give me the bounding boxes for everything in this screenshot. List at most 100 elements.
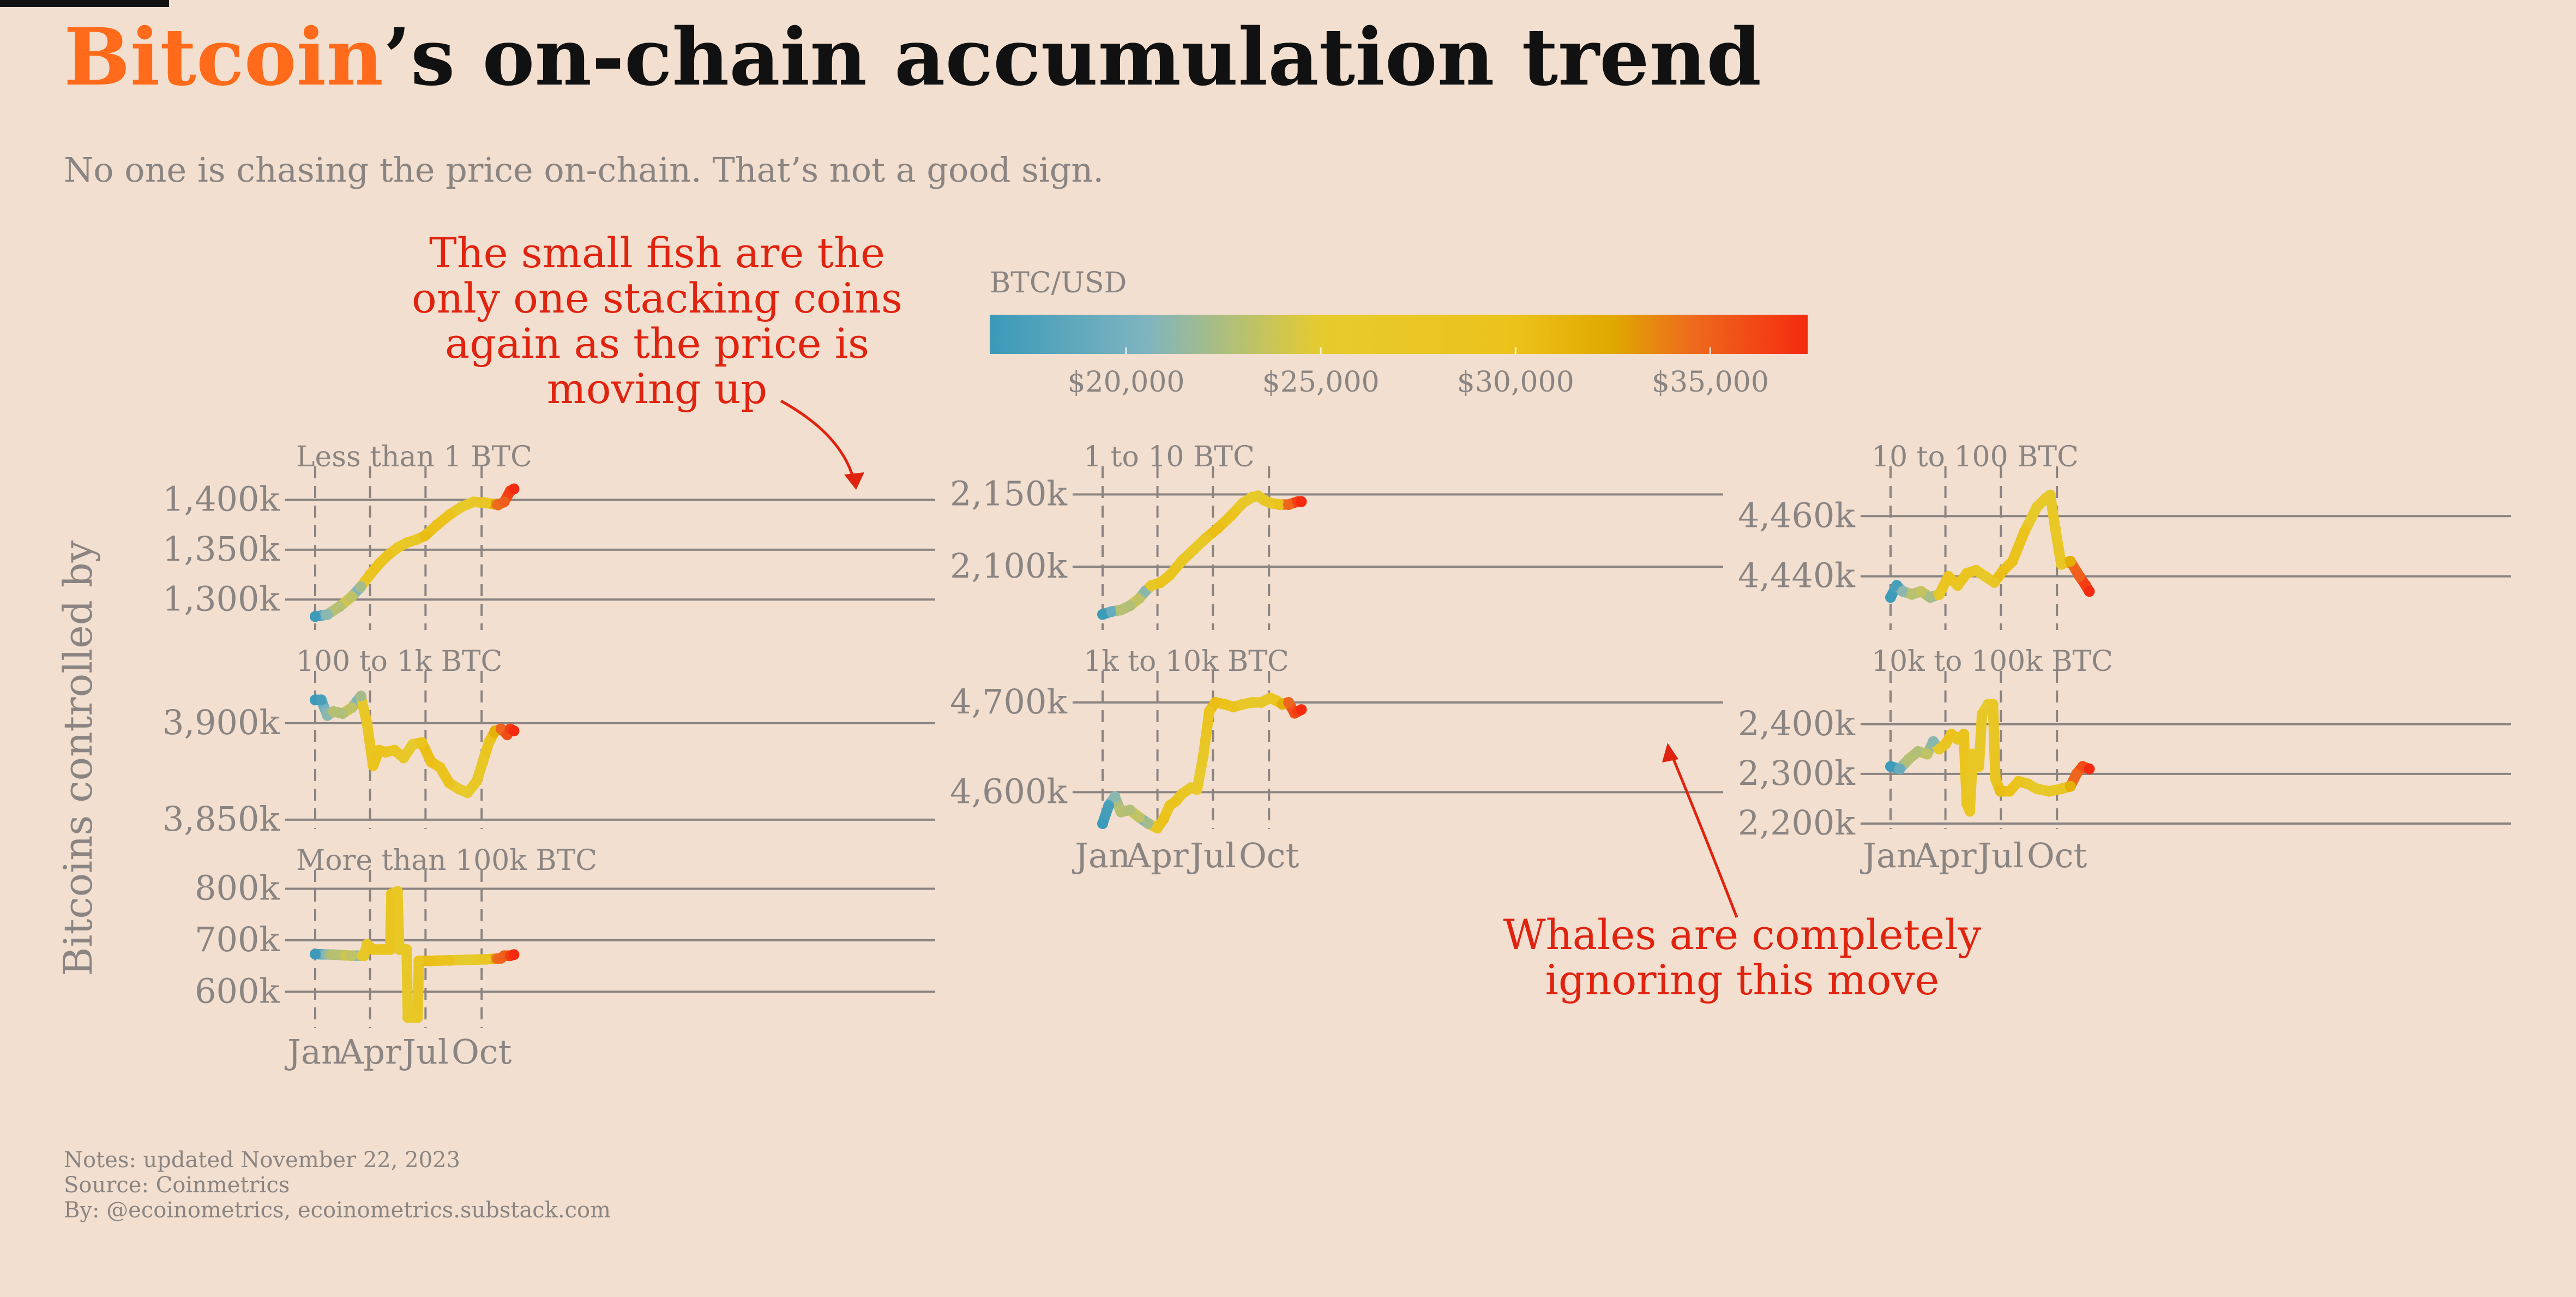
x-tick-label: Apr (339, 1032, 401, 1072)
y-tick-label: 2,300k (1738, 753, 1855, 793)
data-point (1158, 813, 1169, 825)
data-point (1943, 571, 1954, 582)
y-tick-label: 2,400k (1738, 704, 1855, 743)
data-point (1124, 600, 1136, 611)
data-point (346, 702, 358, 713)
panel-title: Less than 1 BTC (296, 441, 532, 473)
data-point (412, 1012, 423, 1023)
data-point (355, 581, 366, 592)
y-tick-label: 2,100k (950, 546, 1067, 586)
x-tick-label: Jul (399, 1032, 449, 1072)
data-point (1940, 738, 1951, 750)
colorbar: BTC/USD $20,000 $25,000 $30,000 $35,000 (990, 267, 1808, 399)
panel: 10 to 100 BTC 4,440k 4,460k (1738, 441, 2511, 630)
title-accent: Bitcoin (64, 11, 384, 103)
data-point (2019, 525, 2030, 537)
panel-title: 100 to 1k BTC (296, 645, 502, 678)
y-tick-label: 4,700k (950, 682, 1067, 722)
x-tick-label: Jan (1859, 836, 1918, 875)
data-point (1296, 704, 1307, 716)
data-point (416, 737, 428, 748)
annotation-small-fish-line: again as the price is (445, 319, 869, 368)
data-point (1255, 696, 1267, 708)
data-point (402, 1012, 413, 1023)
title-rest: ’s on-chain accumulation trend (383, 11, 1762, 103)
data-point (2031, 783, 2043, 795)
data-point (1976, 708, 1988, 720)
y-tick-label: 3,900k (162, 702, 280, 742)
data-point (2043, 785, 2055, 797)
panel-title: 1k to 10k BTC (1084, 645, 1289, 678)
data-point (328, 949, 339, 960)
data-point (1124, 804, 1136, 816)
data-point (1170, 795, 1182, 807)
panel-title: 1 to 10 BTC (1084, 441, 1255, 473)
data-point (1283, 499, 1294, 510)
data-point (1997, 565, 2009, 576)
data-point (1990, 773, 2001, 784)
data-point (431, 519, 443, 531)
x-tick-label: Jul (1187, 836, 1236, 875)
annotation-arrow-whales (1668, 749, 1738, 918)
x-tick-label: Oct (2027, 836, 2087, 875)
data-point (1197, 750, 1209, 762)
colorbar-tick-label: $20,000 (1067, 366, 1184, 399)
data-point (1958, 729, 1970, 740)
data-point (1213, 522, 1224, 533)
panel: 1 to 10 BTC 2,100k 2,150k (950, 441, 1723, 630)
data-point (410, 534, 422, 545)
data-point (2065, 780, 2076, 792)
series-line (1885, 699, 2094, 816)
x-tick-label: Jan (284, 1032, 343, 1072)
footer-by: By: @ecoinometrics, ecoinometrics.substa… (64, 1198, 611, 1223)
data-point (1906, 589, 1918, 600)
colorbar-gradient (990, 315, 1808, 354)
data-point (1115, 806, 1127, 818)
data-point (2056, 783, 2067, 795)
data-point (368, 760, 379, 771)
panels: Less than 1 BTC 1,300k 1,350k 1,400k 1 to 10… (162, 441, 2511, 1072)
data-point (2071, 768, 2082, 779)
data-point (1176, 788, 1188, 800)
page-title: Bitcoin’s on-chain accumulation trend (64, 12, 1761, 103)
x-tick-label: Apr (1914, 836, 1977, 875)
colorbar-tick-label: $30,000 (1457, 366, 1574, 399)
data-point (1283, 696, 1294, 708)
series-line (310, 483, 519, 622)
data-point (2084, 763, 2095, 774)
data-point (1912, 746, 1924, 757)
data-point (1191, 784, 1203, 795)
data-point (1903, 753, 1915, 765)
footer: Notes: updated November 22, 2023 Source:… (64, 1148, 611, 1223)
data-point (498, 496, 510, 508)
data-point (358, 950, 370, 962)
y-tick-label: 4,460k (1738, 495, 1855, 535)
data-point (1237, 699, 1249, 710)
data-point (1973, 761, 1985, 772)
data-point (1106, 606, 1117, 617)
data-point (508, 483, 520, 495)
data-point (1237, 497, 1249, 509)
y-tick-label: 4,600k (950, 771, 1067, 811)
data-point (2007, 556, 2018, 567)
data-point (362, 717, 372, 729)
y-tick-label: 1,400k (162, 479, 280, 519)
y-tick-label: 700k (195, 920, 280, 959)
data-point (1922, 748, 1933, 760)
data-point (2065, 556, 2076, 567)
data-point (383, 549, 394, 561)
y-tick-label: 1,350k (162, 529, 280, 569)
data-point (407, 738, 418, 750)
data-point (380, 747, 391, 758)
data-point (462, 787, 473, 798)
y-tick-label: 4,440k (1738, 556, 1855, 596)
data-point (1152, 822, 1163, 834)
data-point (1995, 785, 2006, 797)
data-point (1225, 511, 1236, 522)
data-point (392, 542, 403, 554)
data-point (508, 725, 520, 736)
data-point (364, 569, 376, 580)
data-point (392, 886, 403, 897)
panel-title: 10 to 100 BTC (1871, 441, 2079, 473)
